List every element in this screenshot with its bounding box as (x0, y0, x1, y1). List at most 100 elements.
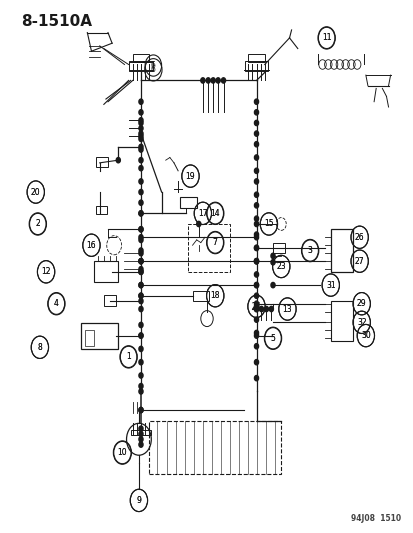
Circle shape (139, 179, 143, 184)
Circle shape (139, 136, 143, 142)
Circle shape (254, 221, 258, 227)
Circle shape (254, 192, 258, 197)
Text: 17: 17 (197, 209, 207, 218)
Circle shape (254, 259, 258, 264)
Text: 31: 31 (325, 280, 335, 289)
Circle shape (139, 144, 143, 150)
Text: 10: 10 (117, 448, 127, 457)
Circle shape (259, 306, 263, 312)
Text: 9: 9 (136, 496, 141, 505)
Text: 16: 16 (86, 241, 96, 250)
Circle shape (270, 282, 274, 288)
Circle shape (270, 260, 274, 265)
Text: 19: 19 (185, 172, 195, 181)
Circle shape (139, 333, 143, 338)
Text: 15: 15 (263, 220, 273, 229)
Circle shape (206, 78, 210, 83)
Bar (188, 224, 229, 272)
Text: 13: 13 (282, 304, 292, 313)
Text: 17: 17 (197, 209, 207, 218)
Circle shape (139, 118, 143, 123)
Text: 32: 32 (356, 318, 366, 327)
Circle shape (139, 426, 143, 431)
Text: 11: 11 (321, 34, 331, 43)
Text: 13: 13 (282, 304, 292, 313)
Circle shape (139, 227, 143, 232)
Circle shape (139, 431, 143, 437)
Circle shape (254, 333, 258, 338)
Text: 32: 32 (356, 318, 366, 327)
Text: 3: 3 (307, 246, 312, 255)
Circle shape (139, 110, 143, 115)
Circle shape (139, 282, 143, 288)
Text: 7: 7 (212, 238, 217, 247)
Bar (180, 197, 196, 208)
Circle shape (254, 304, 258, 309)
Circle shape (139, 126, 143, 131)
Text: 3: 3 (307, 246, 312, 255)
Text: 27: 27 (354, 257, 363, 265)
Text: 20: 20 (31, 188, 40, 197)
Circle shape (139, 235, 143, 240)
Circle shape (139, 251, 143, 256)
Circle shape (254, 306, 258, 312)
Text: 14: 14 (210, 209, 220, 218)
Text: 26: 26 (354, 233, 363, 242)
Circle shape (254, 216, 258, 221)
Circle shape (139, 333, 143, 338)
Circle shape (139, 266, 143, 272)
Bar (330, 229, 353, 272)
Circle shape (270, 253, 274, 259)
Circle shape (254, 120, 258, 126)
Circle shape (254, 272, 258, 277)
Circle shape (254, 142, 258, 147)
Circle shape (139, 442, 143, 447)
Circle shape (139, 120, 143, 126)
Circle shape (254, 131, 258, 136)
Circle shape (139, 389, 143, 394)
Circle shape (268, 306, 273, 312)
Circle shape (139, 189, 143, 195)
Circle shape (254, 232, 258, 237)
Text: 31: 31 (325, 280, 335, 289)
Circle shape (254, 317, 258, 322)
Circle shape (139, 259, 143, 264)
Text: 19: 19 (185, 172, 195, 181)
Bar (244, 61, 268, 71)
Circle shape (254, 293, 258, 298)
Bar (81, 324, 118, 349)
Circle shape (254, 282, 258, 288)
Circle shape (254, 245, 258, 251)
Text: 1: 1 (126, 352, 131, 361)
Circle shape (264, 306, 268, 312)
Text: 5: 5 (270, 334, 275, 343)
Circle shape (139, 407, 143, 413)
Bar (192, 291, 209, 301)
Text: 6: 6 (151, 61, 155, 70)
Text: 1: 1 (126, 352, 131, 361)
Bar (95, 157, 108, 166)
Circle shape (139, 259, 143, 264)
Circle shape (254, 245, 258, 251)
Circle shape (139, 165, 143, 171)
Circle shape (139, 158, 143, 163)
Text: 6: 6 (151, 66, 155, 74)
Circle shape (139, 298, 143, 304)
Bar (149, 421, 280, 474)
Text: 30: 30 (360, 331, 370, 340)
Circle shape (254, 168, 258, 173)
Circle shape (139, 227, 143, 232)
Circle shape (254, 99, 258, 104)
Circle shape (254, 259, 258, 264)
Text: 15: 15 (263, 220, 273, 229)
Circle shape (139, 131, 143, 136)
Text: 26: 26 (354, 233, 363, 242)
Text: 2: 2 (36, 220, 40, 229)
Circle shape (196, 221, 200, 227)
Text: 12: 12 (41, 268, 51, 276)
Text: 94J08  1510: 94J08 1510 (350, 514, 400, 523)
Text: 30: 30 (360, 331, 370, 340)
Text: 14: 14 (210, 209, 220, 218)
Text: 8: 8 (38, 343, 42, 352)
Circle shape (216, 78, 220, 83)
